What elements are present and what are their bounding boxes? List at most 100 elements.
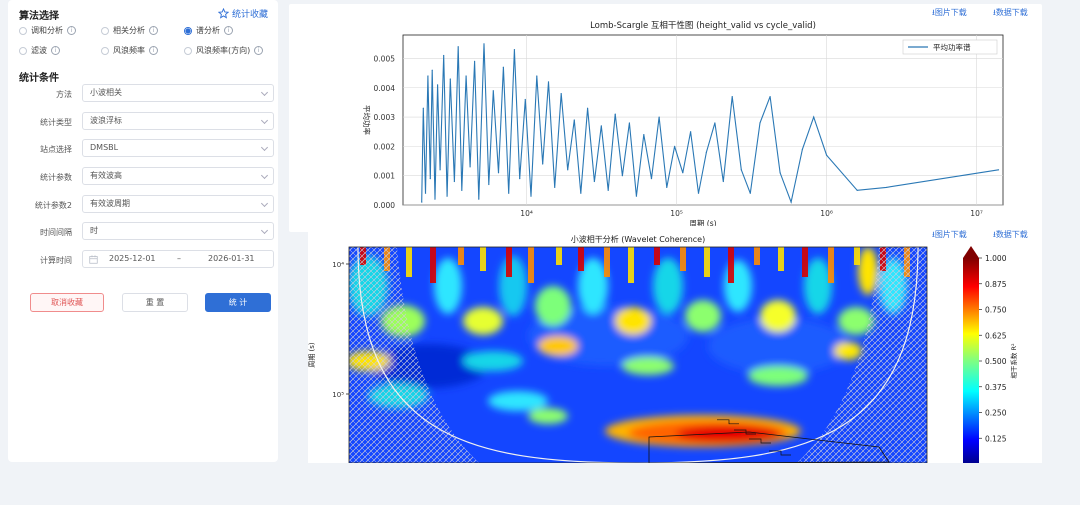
heatmap-blob <box>434 258 462 314</box>
radio-harmonic[interactable]: 调和分析 i <box>19 25 76 36</box>
data-download-link[interactable]: ⭳数据下载 <box>993 7 1028 21</box>
image-download-link[interactable]: ⭳图片下载 <box>932 229 967 243</box>
colorbar-tick-label: 0.875 <box>985 280 1007 289</box>
data-point <box>586 107 589 109</box>
heatmap-blob <box>538 336 578 356</box>
stat-type-select[interactable]: 波浪浮标 <box>82 112 274 130</box>
chart-title: 小波相干分析 (Wavelet Coherence) <box>571 234 705 244</box>
info-icon[interactable]: i <box>51 46 60 55</box>
data-point <box>856 189 858 191</box>
image-download-label: 图片下载 <box>934 8 967 17</box>
heatmap-spike <box>704 247 710 277</box>
radio-wave-frequency-direction[interactable]: 风浪频率(方向) i <box>184 45 264 56</box>
legend: 平均功率谱 <box>902 39 998 55</box>
radio-filter[interactable]: 滤波 i <box>19 45 60 56</box>
data-point <box>825 154 828 156</box>
heatmap-spike <box>654 247 660 265</box>
info-icon[interactable]: i <box>224 26 233 35</box>
heatmap-spike <box>430 247 436 283</box>
radio-label: 风浪频率 <box>113 46 145 55</box>
star-icon <box>217 8 229 19</box>
data-point <box>421 201 423 203</box>
data-point <box>536 75 538 77</box>
data-point <box>779 172 781 174</box>
param2-select[interactable]: 有效波周期 <box>82 195 274 213</box>
info-icon[interactable]: i <box>149 46 158 55</box>
param1-select[interactable]: 有效波高 <box>82 167 274 185</box>
heatmap-blob <box>748 366 808 386</box>
y-tick-label: 10⁵ <box>332 391 344 399</box>
favorite-link[interactable]: 统计收藏 <box>217 7 268 20</box>
conditions-section-title: 统计条件 <box>19 73 59 84</box>
x-tick-label: 10⁴ <box>520 209 533 218</box>
colorbar-tick-label: 0.125 <box>985 434 1007 443</box>
radio-label: 相关分析 <box>113 26 145 35</box>
param1-value: 有效波高 <box>90 171 122 180</box>
lomb-scargle-card: ⭳图片下载 ⭳数据下载 0.000 0.001 0.002 0.003 0.004 0.0… <box>289 4 1042 232</box>
end-date-input[interactable]: 2026-01-31 <box>208 254 255 263</box>
method-value: 小波相关 <box>90 88 122 97</box>
data-point <box>554 186 556 189</box>
significance-contour <box>648 431 890 463</box>
significance-contour <box>749 438 771 444</box>
heatmap-blob <box>685 300 721 332</box>
data-point <box>731 95 733 98</box>
chevron-down-icon <box>260 199 269 208</box>
start-date-input[interactable]: 2025-12-01 <box>109 254 156 263</box>
info-icon[interactable]: i <box>67 26 76 35</box>
download-icon: ⭳ <box>932 230 935 239</box>
data-point <box>446 195 448 197</box>
legend-label: 平均功率谱 <box>933 42 971 52</box>
data-point <box>621 175 623 177</box>
heatmap-blob <box>615 307 651 335</box>
data-point <box>593 180 595 183</box>
heatmap-blob <box>760 300 796 332</box>
date-range-picker[interactable]: 2025-12-01 – 2026-01-31 <box>82 250 274 268</box>
x-tick-label: 10⁷ <box>970 209 983 218</box>
heatmap-blob <box>708 318 848 374</box>
colorbar-tick-label: 1.000 <box>985 254 1007 263</box>
data-point <box>997 169 1000 171</box>
heatmap-spike <box>628 247 634 283</box>
time-label: 计算时间 <box>40 256 72 265</box>
heatmap-blob <box>499 256 527 316</box>
statistics-button[interactable]: 统 计 <box>205 293 271 312</box>
data-point <box>508 192 510 194</box>
station-select[interactable]: DMSBL <box>82 139 274 157</box>
heatmap-spike <box>828 247 834 283</box>
heatmap-blob <box>838 307 874 335</box>
data-point <box>567 169 569 171</box>
heatmap-spike <box>506 247 512 277</box>
data-point <box>801 148 804 150</box>
data-point <box>513 49 516 51</box>
info-icon[interactable]: i <box>149 26 158 35</box>
radio-wave-frequency[interactable]: 风浪频率 i <box>101 45 158 56</box>
wavelet-coherence-chart: 小波相干分析 (Wavelet Coherence) 10⁴ 10⁵ 周期 (s) 0.… <box>308 234 1018 463</box>
heatmap-blob <box>463 307 503 335</box>
cone-of-influence-right <box>797 247 927 463</box>
date-separator: – <box>177 254 181 263</box>
heatmap-blob <box>488 391 548 411</box>
data-point <box>542 163 544 165</box>
info-icon[interactable]: i <box>254 46 264 55</box>
heatmap-spike <box>528 247 534 283</box>
method-select[interactable]: 小波相关 <box>82 84 274 102</box>
heatmap-blob <box>528 408 568 424</box>
x-axis-label: 周期 (s) <box>689 219 716 228</box>
heatmap-area <box>349 247 927 463</box>
cancel-favorite-button[interactable]: 取消收藏 <box>30 293 104 312</box>
data-download-link[interactable]: ⭳数据下载 <box>993 229 1028 243</box>
x-tick-label: 10⁵ <box>670 209 683 218</box>
image-download-link[interactable]: ⭳图片下载 <box>932 7 967 21</box>
image-download-label: 图片下载 <box>934 230 967 239</box>
data-point <box>461 189 463 191</box>
heatmap-blob <box>535 286 571 326</box>
radio-spectrum[interactable]: 谱分析 i <box>184 25 233 36</box>
interval-select[interactable]: 时 <box>82 222 274 240</box>
colorbar-label: 相干系数 R² <box>1009 343 1018 379</box>
data-point <box>682 172 684 174</box>
data-point <box>635 195 638 197</box>
radio-correlation[interactable]: 相关分析 i <box>101 25 158 36</box>
colorbar-tick-label: 0.625 <box>985 331 1007 340</box>
reset-button[interactable]: 重 置 <box>122 293 188 312</box>
